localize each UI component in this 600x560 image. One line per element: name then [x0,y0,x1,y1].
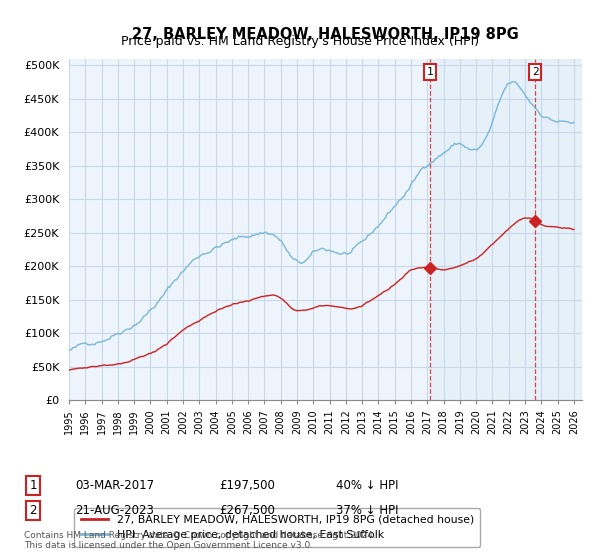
Legend: 27, BARLEY MEADOW, HALESWORTH, IP19 8PG (detached house), HPI: Average price, de: 27, BARLEY MEADOW, HALESWORTH, IP19 8PG … [74,508,481,547]
Text: 2: 2 [532,67,539,77]
Text: 40% ↓ HPI: 40% ↓ HPI [336,479,398,492]
Title: 27, BARLEY MEADOW, HALESWORTH, IP19 8PG: 27, BARLEY MEADOW, HALESWORTH, IP19 8PG [132,27,519,43]
Text: Contains HM Land Registry data © Crown copyright and database right 2024.
This d: Contains HM Land Registry data © Crown c… [24,530,376,550]
Bar [430,59,582,400]
Text: 21-AUG-2023: 21-AUG-2023 [75,504,154,517]
Text: 1: 1 [29,479,37,492]
Text: 2: 2 [29,504,37,517]
Text: £197,500: £197,500 [219,479,275,492]
Text: Price paid vs. HM Land Registry's House Price Index (HPI): Price paid vs. HM Land Registry's House … [121,35,479,49]
Text: 03-MAR-2017: 03-MAR-2017 [75,479,154,492]
Text: 1: 1 [427,67,433,77]
Text: 37% ↓ HPI: 37% ↓ HPI [336,504,398,517]
Text: £267,500: £267,500 [219,504,275,517]
